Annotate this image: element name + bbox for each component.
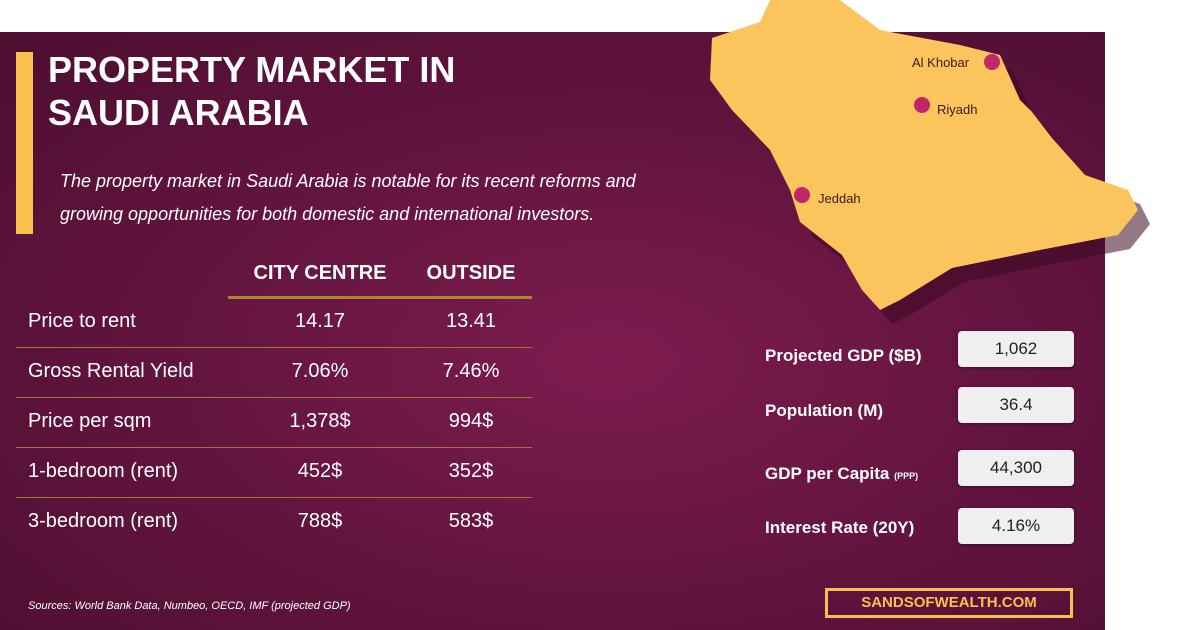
- brand-link[interactable]: SANDSOFWEALTH.COM: [825, 588, 1073, 618]
- cell: 7.06%: [291, 360, 349, 382]
- stat-value: 36.4: [958, 387, 1074, 423]
- row-label: Gross Rental Yield: [28, 360, 194, 382]
- cell: 352$: [448, 460, 494, 482]
- city-dot: [914, 97, 930, 113]
- stat-label: Population (M): [765, 401, 883, 421]
- city-label: Riyadh: [937, 102, 978, 117]
- stat-qualifier: (PPP): [894, 471, 919, 481]
- row-label: 3-bedroom (rent): [28, 510, 179, 532]
- map-shape: [710, 0, 1138, 310]
- accent-bar: [16, 52, 33, 234]
- stat-label-text: Interest Rate (20Y): [765, 518, 915, 537]
- row-separator: [16, 397, 532, 398]
- cell: 452$: [297, 460, 343, 482]
- stat-label: GDP per Capita (PPP): [765, 464, 918, 484]
- stat-label-text: Population (M): [765, 401, 884, 420]
- city-label: Jeddah: [818, 191, 861, 206]
- city-dot: [794, 187, 810, 203]
- row-label: Price per sqm: [28, 410, 152, 432]
- stat-label: Interest Rate (20Y): [765, 518, 914, 538]
- cell: 1,378$: [289, 410, 351, 432]
- row-separator: [16, 447, 532, 448]
- stat-value: 44,300: [958, 450, 1074, 486]
- row-label: 1-bedroom (rent): [28, 460, 179, 482]
- cell: 14.17: [294, 310, 346, 332]
- column-header: CITY CENTRE: [253, 262, 387, 284]
- city-label: Al Khobar: [912, 55, 970, 70]
- row-label: Price to rent: [28, 310, 136, 332]
- sources: Sources: World Bank Data, Numbeo, OECD, …: [28, 600, 351, 612]
- stat-value: 4.16%: [958, 508, 1074, 544]
- stat-value: 1,062: [958, 331, 1074, 367]
- title: PROPERTY MARKET IN SAUDI ARABIA: [48, 49, 456, 133]
- description: The property market in Saudi Arabia is n…: [60, 171, 636, 224]
- stat-label-text: GDP per Capita: [765, 464, 890, 483]
- row-separator: [16, 347, 532, 348]
- header-rule: [228, 296, 532, 299]
- city-dot: [984, 54, 1000, 70]
- stat-label-text: Projected GDP ($B): [765, 346, 922, 365]
- cell: 788$: [297, 510, 343, 532]
- row-separator: [16, 497, 532, 498]
- cell: 583$: [448, 510, 494, 532]
- cell: 7.46%: [442, 360, 500, 382]
- stat-label: Projected GDP ($B): [765, 346, 922, 366]
- column-header: OUTSIDE: [426, 262, 516, 284]
- cell: 994$: [448, 410, 494, 432]
- cell: 13.41: [445, 310, 497, 332]
